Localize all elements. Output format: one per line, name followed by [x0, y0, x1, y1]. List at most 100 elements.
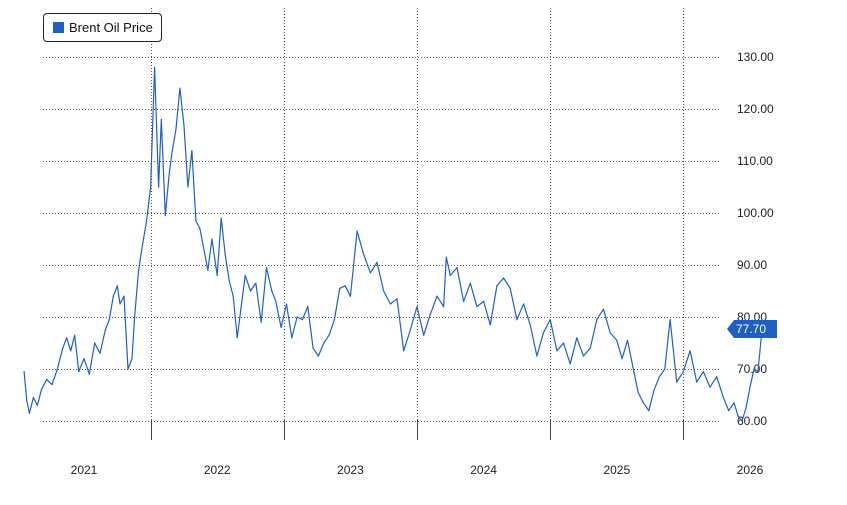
- data-point: [536, 355, 538, 357]
- data-point: [689, 350, 691, 352]
- grid-layer: [43, 8, 720, 440]
- data-point: [131, 358, 133, 360]
- data-point: [207, 269, 209, 271]
- data-point: [108, 319, 110, 321]
- data-point: [317, 355, 319, 357]
- y-tick-label: 70.00: [737, 362, 767, 376]
- data-point: [489, 324, 491, 326]
- data-point: [244, 274, 246, 276]
- data-point: [449, 274, 451, 276]
- data-point: [602, 308, 605, 310]
- data-point: [653, 389, 655, 391]
- data-point: [529, 324, 531, 326]
- data-point: [445, 256, 447, 258]
- last-value-tag: 77.70: [727, 319, 777, 338]
- data-point: [249, 290, 252, 292]
- data-point: [179, 87, 181, 89]
- data-point: [164, 215, 166, 217]
- data-point: [509, 287, 511, 289]
- data-point: [716, 376, 718, 378]
- data-point: [150, 186, 152, 188]
- data-point: [146, 220, 148, 222]
- data-point: [621, 358, 623, 360]
- last-value-label: 77.70: [736, 322, 766, 336]
- x-tick-label: 2021: [71, 463, 98, 477]
- data-point: [363, 254, 365, 256]
- data-point: [429, 313, 431, 315]
- data-point: [376, 261, 378, 263]
- y-tick-label: 100.00: [737, 206, 774, 220]
- data-point: [62, 347, 64, 349]
- data-point: [757, 371, 759, 373]
- y-tick-label: 60.00: [737, 414, 767, 428]
- data-point: [443, 306, 445, 308]
- data-point: [66, 337, 68, 339]
- data-point: [328, 334, 330, 336]
- data-point: [260, 321, 262, 323]
- data-point: [609, 332, 611, 334]
- data-point: [483, 300, 485, 302]
- data-point: [416, 306, 418, 308]
- data-point: [211, 238, 213, 240]
- data-point: [423, 334, 425, 336]
- data-point: [642, 402, 645, 404]
- data-point: [312, 347, 314, 349]
- data-point: [669, 319, 671, 321]
- data-point: [70, 350, 72, 352]
- data-point: [637, 391, 639, 393]
- data-point: [702, 371, 705, 373]
- y-tick-label: 90.00: [737, 258, 767, 272]
- data-point: [134, 316, 136, 318]
- data-point: [745, 407, 747, 409]
- data-point: [333, 319, 335, 321]
- data-point: [396, 298, 398, 300]
- data-point: [369, 272, 371, 274]
- data-point: [589, 347, 591, 349]
- legend: Brent Oil Price: [43, 13, 162, 42]
- data-point: [112, 295, 114, 297]
- x-axis: 2021 2022 2023 2024 2025 2026: [71, 463, 764, 477]
- data-point: [74, 334, 76, 336]
- data-point: [556, 350, 558, 352]
- data-point: [696, 381, 698, 383]
- data-point: [307, 306, 309, 308]
- y-tick-label: 110.00: [737, 154, 773, 168]
- data-point: [187, 186, 189, 188]
- data-point: [749, 386, 751, 388]
- data-point: [403, 350, 405, 352]
- data-point: [733, 402, 735, 404]
- y-tick-label: 130.00: [737, 50, 774, 64]
- data-point: [158, 186, 160, 188]
- data-point: [349, 295, 351, 297]
- data-point: [168, 173, 170, 175]
- data-point: [123, 295, 125, 297]
- legend-label: Brent Oil Price: [69, 20, 153, 35]
- data-point: [191, 150, 193, 152]
- data-point: [626, 339, 629, 341]
- data-point: [682, 371, 685, 373]
- data-point: [36, 404, 39, 406]
- x-tick-label: 2025: [603, 463, 630, 477]
- data-point: [576, 337, 578, 339]
- data-point: [741, 420, 743, 422]
- data-point: [389, 303, 391, 305]
- data-point: [265, 267, 268, 269]
- data-point: [632, 365, 634, 367]
- data-point: [127, 368, 129, 370]
- y-axis: 130.00120.00110.00100.0090.0080.0070.006…: [737, 50, 774, 428]
- data-point: [228, 280, 230, 282]
- data-point: [175, 129, 177, 131]
- data-point: [648, 410, 650, 412]
- data-point: [236, 337, 238, 339]
- data-point: [26, 399, 28, 401]
- data-point: [456, 267, 458, 269]
- data-point: [542, 332, 545, 334]
- x-tick-label: 2024: [470, 463, 497, 477]
- data-point: [356, 230, 358, 232]
- legend-swatch: [53, 22, 64, 33]
- data-point: [199, 228, 201, 230]
- data-point: [523, 303, 525, 305]
- data-point: [142, 243, 144, 245]
- data-point: [753, 368, 755, 370]
